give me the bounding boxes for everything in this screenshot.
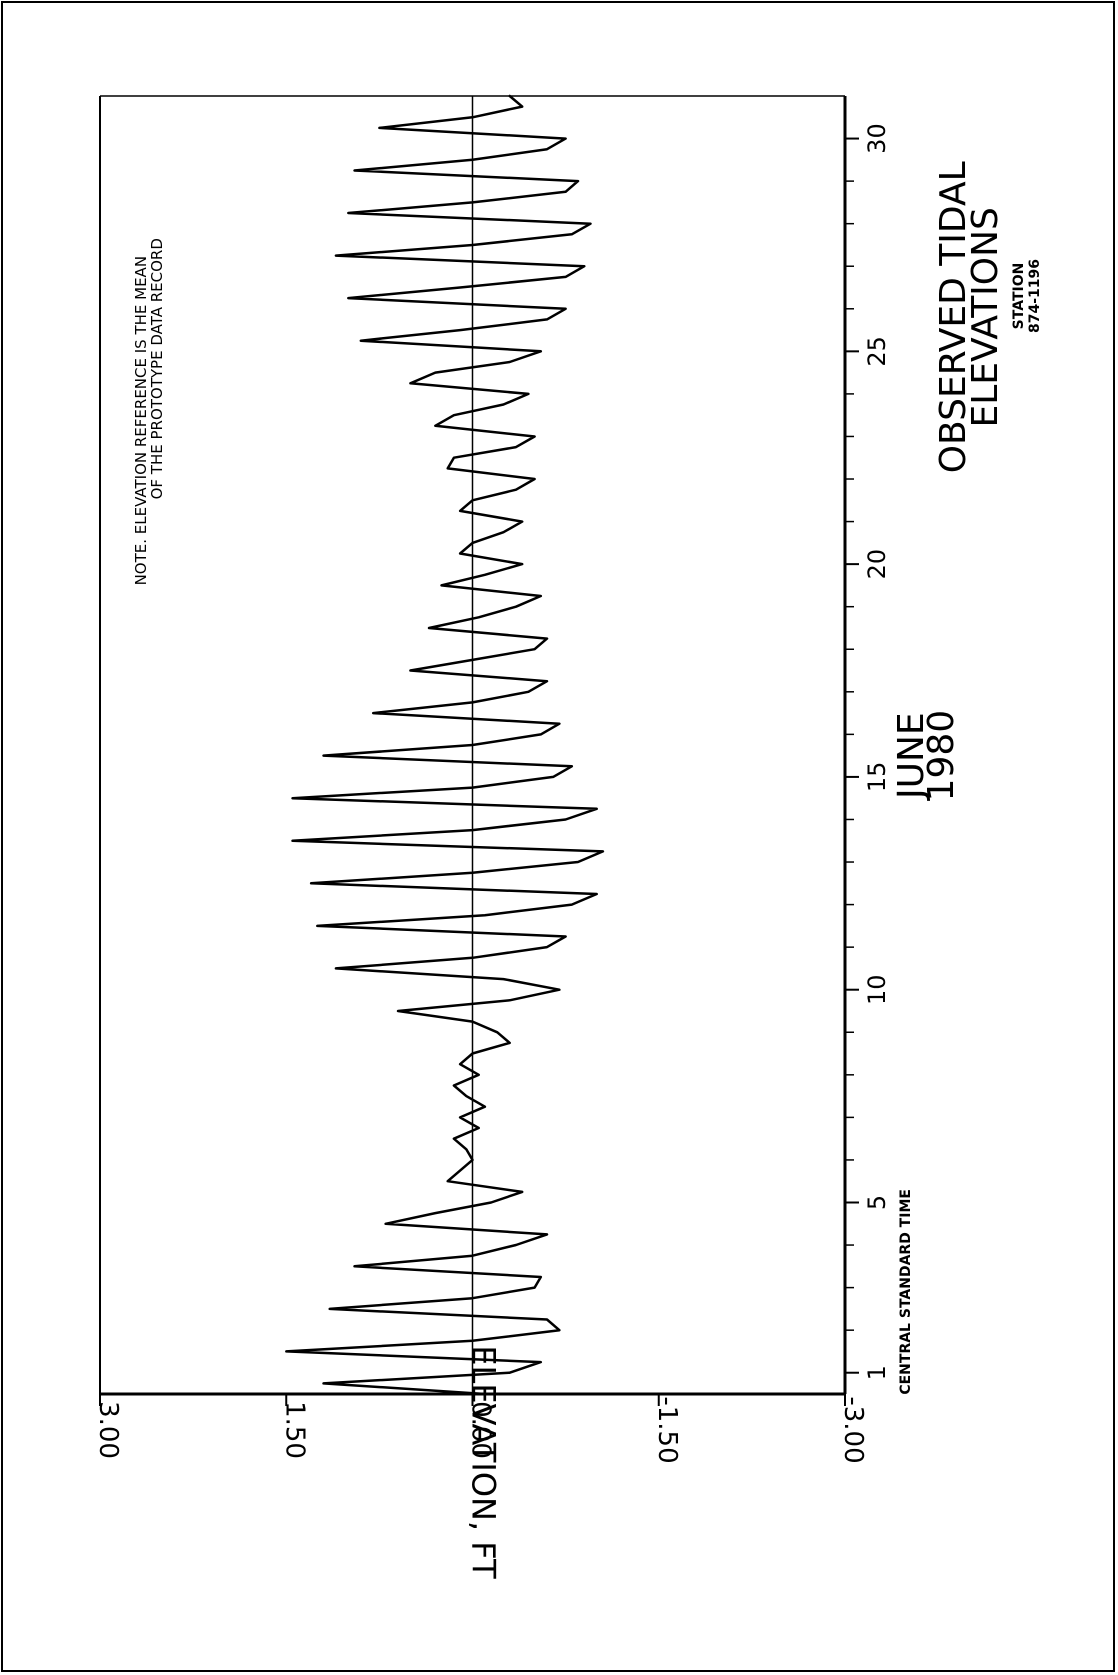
x-tick-label: 1 [863, 1365, 891, 1380]
chart-title-line1: OBSERVED TIDAL [933, 161, 974, 473]
y-tick-label: -1.50 [652, 1396, 682, 1463]
period-year: 1980 [921, 710, 962, 802]
x-tick-label: 30 [863, 123, 891, 154]
chart-title-line2: ELEVATIONS [965, 207, 1006, 427]
y-tick-label: -3.00 [838, 1396, 868, 1463]
y-tick-label: 1.50 [279, 1401, 309, 1459]
x-tick-label: 25 [863, 336, 891, 367]
y-tick-label: 3.00 [93, 1401, 123, 1459]
x-tick-label: 10 [863, 974, 891, 1005]
x-tick-label: 5 [863, 1195, 891, 1210]
x-tick-label: 15 [863, 762, 891, 793]
x-axis-title: CENTRAL STANDARD TIME [898, 1189, 914, 1395]
period-month: JUNE [891, 712, 932, 801]
axes-group [99, 95, 847, 1396]
x-tick-label: 20 [863, 549, 891, 580]
y-tick-label: 0.00 [466, 1401, 496, 1459]
series-group [285, 94, 605, 1396]
y-axis-title: ELEVATION, FT [465, 1345, 503, 1579]
station-label: STATION [1011, 263, 1027, 330]
note-line2: OF THE PROTOTYPE DATA RECORD [148, 238, 166, 499]
tidal-elevation-series [285, 94, 605, 1396]
ticks-group [99, 137, 859, 1406]
station-id: 874-1196 [1027, 259, 1043, 333]
note-line1: NOTE. ELEVATION REFERENCE IS THE MEAN [132, 256, 150, 585]
